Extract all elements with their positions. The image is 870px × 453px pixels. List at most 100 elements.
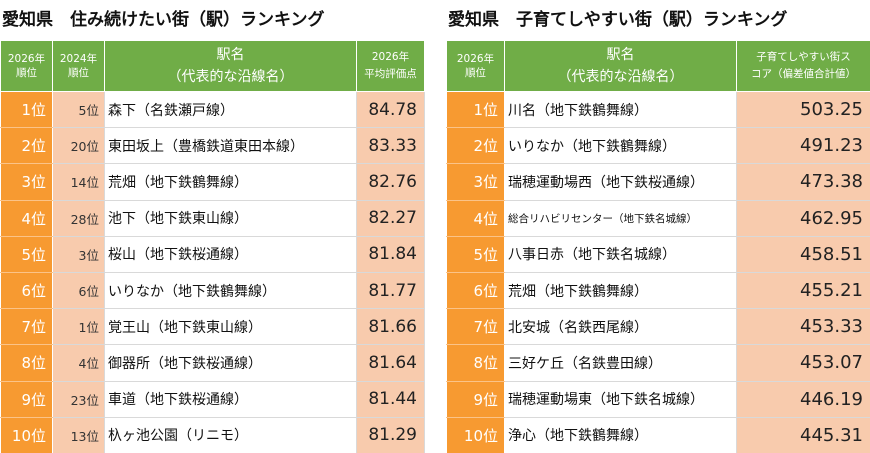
station-name-cell: 池下（地下鉄東山線） bbox=[104, 199, 357, 237]
station-name-cell: 森下（名鉄瀬戸線） bbox=[104, 90, 357, 129]
table-row: 4位 総合リハビリセンター（地下鉄名城線） 462.95 bbox=[446, 199, 870, 237]
table-row: 10位 13位 杁ヶ池公園（リニモ） 81.29 bbox=[0, 416, 425, 453]
previous-rank-cell: 28位 bbox=[52, 199, 105, 237]
station-name-cell: 荒畑（地下鉄鶴舞線） bbox=[104, 163, 357, 201]
station-name-cell: いりなか（地下鉄鶴舞線） bbox=[104, 271, 357, 310]
score-cell: 81.77 bbox=[356, 271, 425, 310]
score-cell: 446.19 bbox=[736, 380, 870, 418]
table-row: 7位 1位 覚王山（地下鉄東山線） 81.66 bbox=[0, 308, 425, 346]
header-station-name-line1: 駅名 bbox=[216, 47, 245, 63]
header-rank-2026-line2: 順位 bbox=[465, 67, 486, 79]
table-row: 3位 14位 荒畑（地下鉄鶴舞線） 82.76 bbox=[0, 163, 425, 201]
rank-cell: 1位 bbox=[0, 90, 53, 129]
rank-cell: 7位 bbox=[0, 308, 53, 346]
rank-cell: 9位 bbox=[0, 380, 53, 418]
station-name-cell: 三好ケ丘（名鉄豊田線） bbox=[504, 344, 737, 382]
left-ranking-panel: 愛知県 住み続けたい街（駅）ランキング 2026年 順位 2024年 順位 駅名… bbox=[0, 0, 425, 453]
left-ranking-table: 2026年 順位 2024年 順位 駅名 （代表的な沿線名） 2026年 平均評… bbox=[0, 40, 425, 453]
score-cell: 81.66 bbox=[356, 308, 425, 346]
score-cell: 81.44 bbox=[356, 380, 425, 418]
table-row: 1位 5位 森下（名鉄瀬戸線） 84.78 bbox=[0, 90, 425, 129]
header-station-name-line2: （代表的な沿線名） bbox=[557, 69, 684, 85]
score-cell: 453.07 bbox=[736, 344, 870, 382]
header-average-score-line1: 2026年 bbox=[371, 51, 410, 63]
rank-cell: 1位 bbox=[446, 90, 505, 129]
score-cell: 445.31 bbox=[736, 416, 870, 453]
station-name-cell: 荒畑（地下鉄鶴舞線） bbox=[504, 271, 737, 310]
previous-rank-cell: 13位 bbox=[52, 416, 105, 453]
header-childcare-score-line2: コア（偏差値合計値） bbox=[751, 68, 856, 80]
station-name-cell: 八事日赤（地下鉄名城線） bbox=[504, 235, 737, 273]
station-name-cell: 浄心（地下鉄鶴舞線） bbox=[504, 416, 737, 453]
left-panel-title: 愛知県 住み続けたい街（駅）ランキング bbox=[2, 10, 325, 30]
rank-cell: 7位 bbox=[446, 308, 505, 346]
header-rank-2026-line2: 順位 bbox=[16, 67, 37, 79]
previous-rank-cell: 1位 bbox=[52, 308, 105, 346]
score-cell: 81.64 bbox=[356, 344, 425, 382]
header-childcare-score: 子育てしやすい街ス コア（偏差値合計値） bbox=[736, 40, 870, 92]
left-header-row: 2026年 順位 2024年 順位 駅名 （代表的な沿線名） 2026年 平均評… bbox=[0, 40, 425, 92]
header-station-name-line2: （代表的な沿線名） bbox=[167, 69, 294, 85]
table-row: 2位 いりなか（地下鉄鶴舞線） 491.23 bbox=[446, 127, 870, 165]
table-row: 3位 瑞穂運動場西（地下鉄桜通線） 473.38 bbox=[446, 163, 870, 201]
rank-cell: 4位 bbox=[446, 199, 505, 237]
table-row: 6位 荒畑（地下鉄鶴舞線） 455.21 bbox=[446, 271, 870, 310]
score-cell: 458.51 bbox=[736, 235, 870, 273]
header-station-name-line1: 駅名 bbox=[606, 47, 635, 63]
header-rank-2024-line1: 2024年 bbox=[59, 53, 98, 65]
station-name-cell: 杁ヶ池公園（リニモ） bbox=[104, 416, 357, 453]
rank-cell: 10位 bbox=[446, 416, 505, 453]
station-name-cell: 瑞穂運動場西（地下鉄桜通線） bbox=[504, 163, 737, 201]
score-cell: 82.27 bbox=[356, 199, 425, 237]
rank-cell: 3位 bbox=[446, 163, 505, 201]
table-row: 1位 川名（地下鉄鶴舞線） 503.25 bbox=[446, 90, 870, 129]
rank-cell: 8位 bbox=[0, 344, 53, 382]
table-row: 7位 北安城（名鉄西尾線） 453.33 bbox=[446, 308, 870, 346]
station-name-cell: 御器所（地下鉄桜通線） bbox=[104, 344, 357, 382]
rank-cell: 9位 bbox=[446, 380, 505, 418]
score-cell: 455.21 bbox=[736, 271, 870, 310]
header-average-score-line2: 平均評価点 bbox=[364, 68, 417, 80]
previous-rank-cell: 5位 bbox=[52, 90, 105, 129]
table-row: 4位 28位 池下（地下鉄東山線） 82.27 bbox=[0, 199, 425, 237]
station-name-cell: 瑞穂運動場東（地下鉄名城線） bbox=[504, 380, 737, 418]
score-cell: 84.78 bbox=[356, 90, 425, 129]
previous-rank-cell: 20位 bbox=[52, 127, 105, 165]
table-row: 2位 20位 東田坂上（豊橋鉄道東田本線） 83.33 bbox=[0, 127, 425, 165]
table-row: 9位 23位 車道（地下鉄桜通線） 81.44 bbox=[0, 380, 425, 418]
station-name-cell: 北安城（名鉄西尾線） bbox=[504, 308, 737, 346]
station-name-cell: 東田坂上（豊橋鉄道東田本線） bbox=[104, 127, 357, 165]
station-name-cell: 総合リハビリセンター（地下鉄名城線） bbox=[504, 199, 737, 237]
header-rank-2026-line1: 2026年 bbox=[456, 53, 495, 65]
header-childcare-score-line1: 子育てしやすい街ス bbox=[756, 51, 851, 63]
rank-cell: 8位 bbox=[446, 344, 505, 382]
previous-rank-cell: 3位 bbox=[52, 235, 105, 273]
rank-cell: 3位 bbox=[0, 163, 53, 201]
score-cell: 473.38 bbox=[736, 163, 870, 201]
table-row: 5位 3位 桜山（地下鉄桜通線） 81.84 bbox=[0, 235, 425, 273]
table-row: 6位 6位 いりなか（地下鉄鶴舞線） 81.77 bbox=[0, 271, 425, 310]
previous-rank-cell: 6位 bbox=[52, 271, 105, 310]
station-name-cell: 桜山（地下鉄桜通線） bbox=[104, 235, 357, 273]
table-row: 9位 瑞穂運動場東（地下鉄名城線） 446.19 bbox=[446, 380, 870, 418]
rank-cell: 4位 bbox=[0, 199, 53, 237]
station-name-cell: いりなか（地下鉄鶴舞線） bbox=[504, 127, 737, 165]
header-station-name: 駅名 （代表的な沿線名） bbox=[504, 40, 737, 92]
score-cell: 503.25 bbox=[736, 90, 870, 129]
header-rank-2024-line2: 順位 bbox=[68, 67, 89, 79]
right-header-row: 2026年 順位 駅名 （代表的な沿線名） 子育てしやすい街ス コア（偏差値合計… bbox=[446, 40, 870, 92]
previous-rank-cell: 4位 bbox=[52, 344, 105, 382]
table-row: 8位 三好ケ丘（名鉄豊田線） 453.07 bbox=[446, 344, 870, 382]
header-station-name: 駅名 （代表的な沿線名） bbox=[104, 40, 357, 92]
rank-cell: 2位 bbox=[0, 127, 53, 165]
table-row: 5位 八事日赤（地下鉄名城線） 458.51 bbox=[446, 235, 870, 273]
rank-cell: 6位 bbox=[446, 271, 505, 310]
score-cell: 82.76 bbox=[356, 163, 425, 201]
header-rank-2026: 2026年 順位 bbox=[0, 40, 53, 92]
rank-cell: 5位 bbox=[446, 235, 505, 273]
score-cell: 81.84 bbox=[356, 235, 425, 273]
rank-cell: 5位 bbox=[0, 235, 53, 273]
header-rank-2024: 2024年 順位 bbox=[52, 40, 105, 92]
score-cell: 453.33 bbox=[736, 308, 870, 346]
previous-rank-cell: 14位 bbox=[52, 163, 105, 201]
